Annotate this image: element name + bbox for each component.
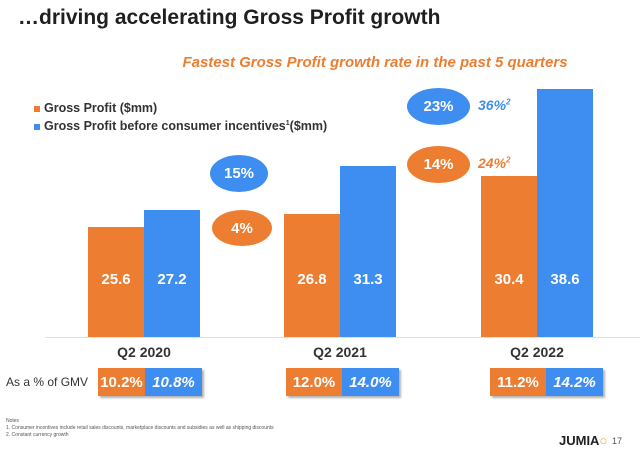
notes-heading: Notes [6,418,20,424]
bar-gross-profit [284,214,340,337]
logo-ring-icon: ○ [599,433,608,448]
bar-value-label: 26.8 [297,271,327,288]
bar-value-label: 27.2 [157,271,187,288]
footnote-marker: 2 [506,155,511,165]
note-item: 1. Consumer incentives include retail sa… [6,425,274,431]
cc-value: 36% [478,97,507,113]
category-label: Q2 2022 [510,344,564,360]
cc-growth-orange: 24%2 [478,155,510,171]
gmv-box-orange: 12.0% [286,368,342,396]
category-label: Q2 2021 [313,344,367,360]
bar-gross-profit-before-incentives [537,88,593,337]
gmv-box-blue: 14.0% [342,368,399,396]
bar-value-label: 38.6 [550,271,580,288]
bar-gross-profit [481,175,537,337]
growth-bubble-orange-2021: 4% [212,210,272,246]
gmv-box-blue: 10.8% [145,368,202,396]
bar-gross-profit [88,226,144,337]
growth-bubble-blue-2022: 23% [407,88,470,125]
category-label: Q2 2020 [117,344,171,360]
gmv-box-orange: 11.2% [490,368,546,396]
legend-swatch-blue [34,123,40,130]
gmv-box-orange: 10.2% [98,368,145,396]
legend-item-gross-profit: Gross Profit ($mm) [34,101,157,115]
bar-gross-profit-before-incentives [144,209,200,337]
gmv-row-label: As a % of GMV [6,375,89,389]
logo-text: JUMIA [559,433,600,448]
footnote-marker: 2 [506,97,511,107]
bar-value-label: 30.4 [494,271,524,288]
cc-growth-blue: 36%2 [478,97,510,113]
bar-value-label: 25.6 [101,271,131,288]
legend-swatch-orange [34,105,40,112]
bar-value-label: 31.3 [353,271,383,288]
legend-label: Gross Profit before consumer incentives [44,119,286,133]
bar-gross-profit-before-incentives [340,166,396,337]
page-number: 17 [612,436,623,446]
footnotes: Notes 1. Consumer incentives include ret… [6,418,274,439]
gmv-box-blue: 14.2% [546,368,603,396]
jumia-logo: JUMIA○ [559,433,607,448]
page-title: …driving accelerating Gross Profit growt… [18,6,441,29]
growth-bubble-orange-2022: 14% [407,146,470,183]
cc-value: 24% [478,155,507,171]
legend-footnote: 1 [285,119,290,127]
growth-bubble-blue-2021: 15% [210,155,268,192]
subtitle: Fastest Gross Profit growth rate in the … [182,54,568,71]
legend-label: Gross Profit ($mm) [44,101,158,115]
legend-unit: ($mm) [289,119,328,133]
note-item: 2. Constant currency growth [6,432,69,438]
legend-item-gross-profit-before-incentives: Gross Profit before consumer incentives1… [34,119,327,133]
x-axis-line [45,337,640,338]
